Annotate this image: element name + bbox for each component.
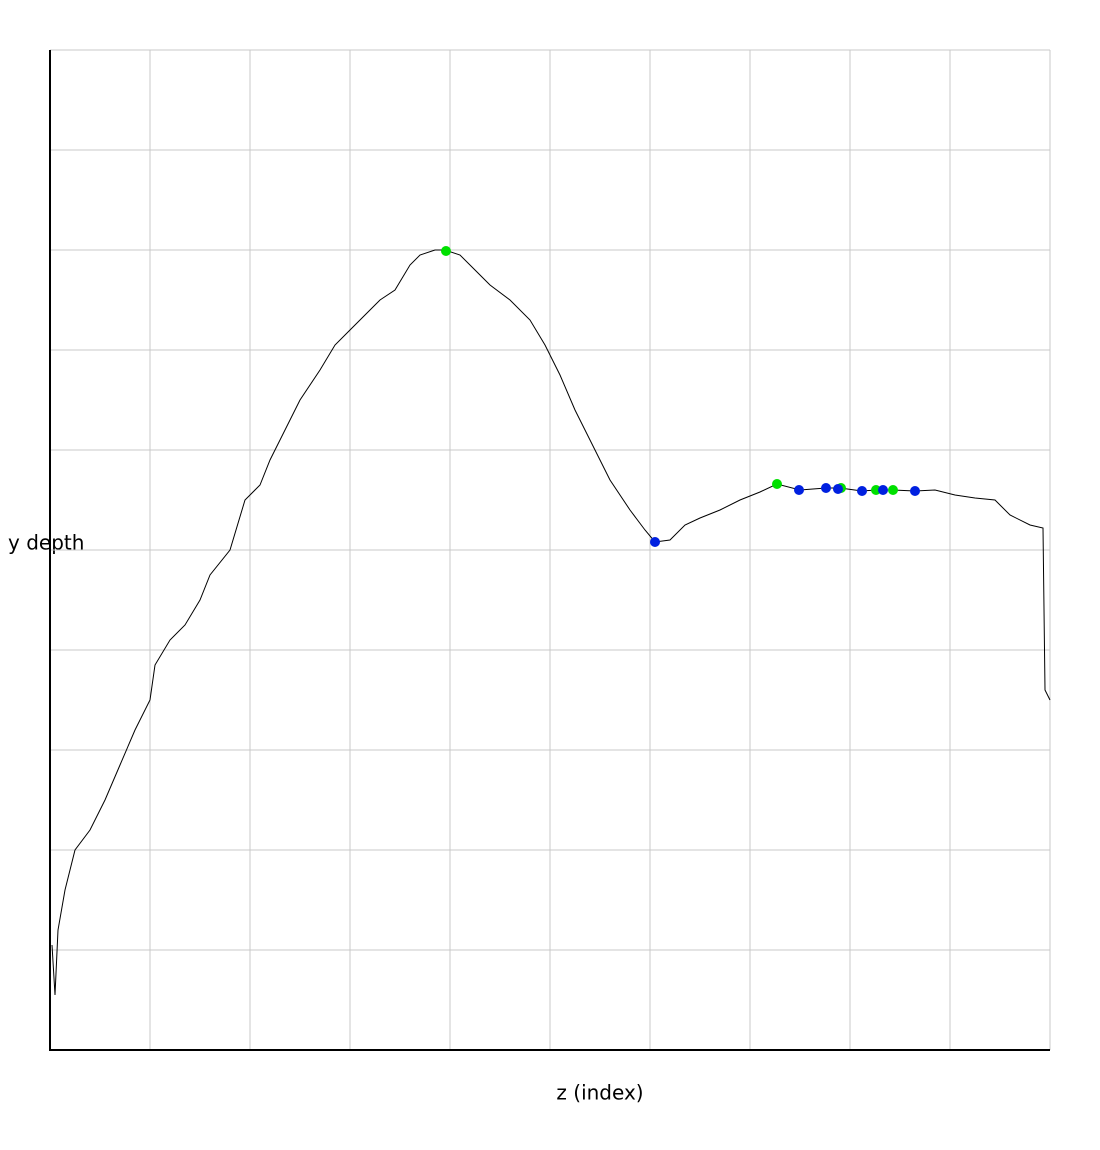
marker	[441, 246, 451, 256]
marker	[878, 485, 888, 495]
marker	[833, 484, 843, 494]
marker	[794, 485, 804, 495]
marker	[888, 485, 898, 495]
y-axis-label: y depth	[8, 531, 84, 555]
marker	[650, 537, 660, 547]
marker	[871, 485, 881, 495]
marker	[910, 486, 920, 496]
x-axis-label: z (index)	[556, 1081, 643, 1105]
marker	[821, 483, 831, 493]
marker	[857, 486, 867, 496]
line	[51, 249, 1051, 996]
marker	[772, 479, 782, 489]
